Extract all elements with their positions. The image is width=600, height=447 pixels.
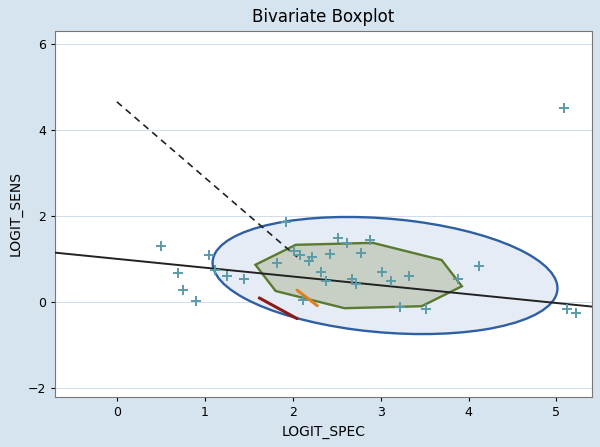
Point xyxy=(272,260,281,267)
Point xyxy=(571,309,581,316)
Point xyxy=(205,251,214,258)
Point xyxy=(351,281,361,288)
Point xyxy=(453,275,463,282)
Point xyxy=(325,250,334,257)
Point xyxy=(377,269,387,276)
Point xyxy=(298,296,308,304)
Point xyxy=(334,234,343,241)
Point xyxy=(178,287,188,294)
Point xyxy=(239,275,249,282)
Point xyxy=(156,243,166,250)
Point xyxy=(191,298,201,305)
Point xyxy=(290,247,299,254)
Ellipse shape xyxy=(212,217,557,334)
Title: Bivariate Boxplot: Bivariate Boxplot xyxy=(253,8,395,26)
X-axis label: LOGIT_SPEC: LOGIT_SPEC xyxy=(281,425,365,439)
Point xyxy=(404,273,413,280)
Point xyxy=(304,258,313,265)
Point xyxy=(343,239,352,246)
Y-axis label: LOGIT_SENS: LOGIT_SENS xyxy=(8,171,22,257)
Point xyxy=(422,305,431,312)
Point xyxy=(475,262,484,269)
Point xyxy=(347,275,356,282)
Point xyxy=(307,253,317,261)
Point xyxy=(386,277,396,284)
Point xyxy=(173,270,183,277)
Polygon shape xyxy=(256,243,462,308)
Point xyxy=(281,219,290,226)
Point xyxy=(322,277,331,284)
Point xyxy=(295,251,305,258)
Point xyxy=(211,266,220,274)
Point xyxy=(559,105,568,112)
Point xyxy=(222,273,232,280)
Point xyxy=(562,305,572,312)
Point xyxy=(395,303,405,310)
Point xyxy=(365,236,375,243)
Point xyxy=(356,249,366,256)
Point xyxy=(316,269,326,276)
